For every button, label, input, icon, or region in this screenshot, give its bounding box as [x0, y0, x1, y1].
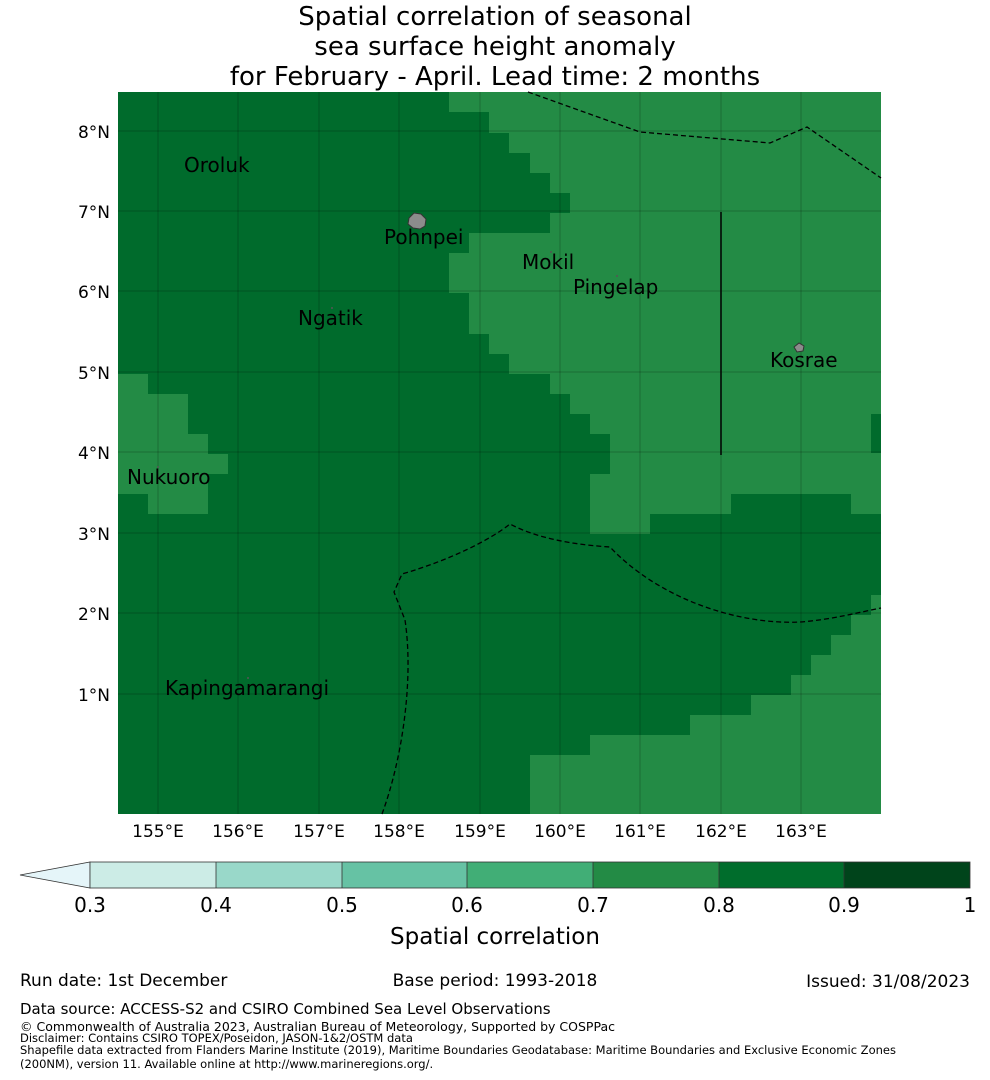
- run-date: Run date: 1st December: [20, 971, 228, 991]
- lon-tick: 155°E: [132, 822, 184, 842]
- colorbar-swatch: [844, 862, 970, 888]
- kosrae-island: [793, 342, 805, 353]
- eez-boundary-north: [527, 91, 882, 179]
- colorbar-tick: 0.5: [326, 893, 358, 917]
- band-mid-west: [118, 374, 228, 514]
- data-source: Data source: ACCESS-S2 and CSIRO Combine…: [20, 1000, 551, 1018]
- label-nukuoro: Nukuoro: [127, 465, 211, 489]
- colorbar-swatch: [719, 862, 844, 888]
- lon-tick: 161°E: [614, 822, 666, 842]
- colorbar-swatch: [342, 862, 467, 888]
- eez-boundaries: [381, 91, 882, 815]
- lon-tick: 157°E: [293, 822, 345, 842]
- colorbar-tick: 1: [964, 893, 977, 917]
- colorbar-swatch: [467, 862, 593, 888]
- eez-boundary-south: [381, 523, 882, 815]
- lat-tick: 5°N: [78, 364, 110, 384]
- band-mid-south: [530, 595, 881, 814]
- colorbar-extend-arrow: [19, 861, 91, 889]
- colorbar-tick: 0.7: [577, 893, 609, 917]
- band-mid-east: [449, 92, 881, 534]
- colorbar-tick: 0.9: [828, 893, 860, 917]
- ngatik-atoll: [331, 307, 333, 309]
- gridlines: [118, 92, 881, 814]
- title-line-1: Spatial correlation of seasonal: [298, 2, 692, 32]
- title-line-3: for February - April. Lead time: 2 month…: [229, 62, 761, 92]
- pohnpei-island: [407, 212, 427, 230]
- lon-tick: 160°E: [534, 822, 586, 842]
- lat-tick: 2°N: [78, 605, 110, 625]
- lon-tick-labels: 155°E 156°E 157°E 158°E 159°E 160°E 161°…: [132, 822, 827, 842]
- shapefile-credit-2: (200NM), version 11. Available online at…: [20, 1057, 434, 1071]
- label-oroluk: Oroluk: [184, 153, 250, 177]
- map-plot: Oroluk Pohnpei Mokil Pingelap Ngatik Kos…: [118, 91, 882, 815]
- label-pohnpei: Pohnpei: [384, 225, 464, 249]
- title-line-2: sea surface height anomaly: [314, 32, 676, 62]
- label-kapingamarangi: Kapingamarangi: [165, 676, 329, 700]
- lat-tick: 4°N: [78, 444, 110, 464]
- colorbar-tick: 0.3: [74, 893, 106, 917]
- label-kosrae: Kosrae: [770, 348, 838, 372]
- lat-tick: 1°N: [78, 686, 110, 706]
- label-mokil: Mokil: [522, 250, 574, 274]
- lon-tick: 158°E: [373, 822, 425, 842]
- label-pingelap: Pingelap: [573, 275, 658, 299]
- mokil-atoll: [550, 251, 552, 253]
- colorbar-swatch: [90, 862, 216, 888]
- colorbar: 0.3 0.4 0.5 0.6 0.7 0.8 0.9 1 Spatial co…: [19, 861, 977, 950]
- colorbar-tick: 0.8: [703, 893, 735, 917]
- colorbar-label: Spatial correlation: [390, 924, 600, 950]
- lat-tick-labels: 8°N 7°N 6°N 5°N 4°N 3°N 2°N 1°N: [78, 123, 110, 706]
- copyright-notice: © Commonwealth of Australia 2023, Austra…: [20, 1019, 615, 1034]
- issued-date: Issued: 31/08/2023: [806, 972, 970, 992]
- pingelap-atoll: [616, 275, 618, 277]
- lon-tick: 156°E: [212, 822, 264, 842]
- label-ngatik: Ngatik: [298, 306, 363, 330]
- base-period: Base period: 1993-2018: [392, 971, 598, 991]
- colorbar-swatch: [593, 862, 719, 888]
- lon-tick: 159°E: [454, 822, 506, 842]
- map-title: Spatial correlation of seasonal sea surf…: [0, 2, 990, 92]
- disclaimer: Disclaimer: Contains CSIRO TOPEX/Poseido…: [20, 1031, 413, 1045]
- colorbar-tick: 0.6: [451, 893, 483, 917]
- colorbar-tick: 0.4: [200, 893, 232, 917]
- nukuoro-atoll: [157, 466, 159, 468]
- lon-tick: 162°E: [695, 822, 747, 842]
- lat-tick: 7°N: [78, 203, 110, 223]
- shapefile-credit-1: Shapefile data extracted from Flanders M…: [20, 1043, 896, 1057]
- kapingamarangi-atoll: [247, 677, 249, 679]
- lat-tick: 3°N: [78, 525, 110, 545]
- colorbar-swatch: [216, 862, 342, 888]
- lat-tick: 6°N: [78, 283, 110, 303]
- lat-tick: 8°N: [78, 123, 110, 143]
- lon-tick: 163°E: [775, 822, 827, 842]
